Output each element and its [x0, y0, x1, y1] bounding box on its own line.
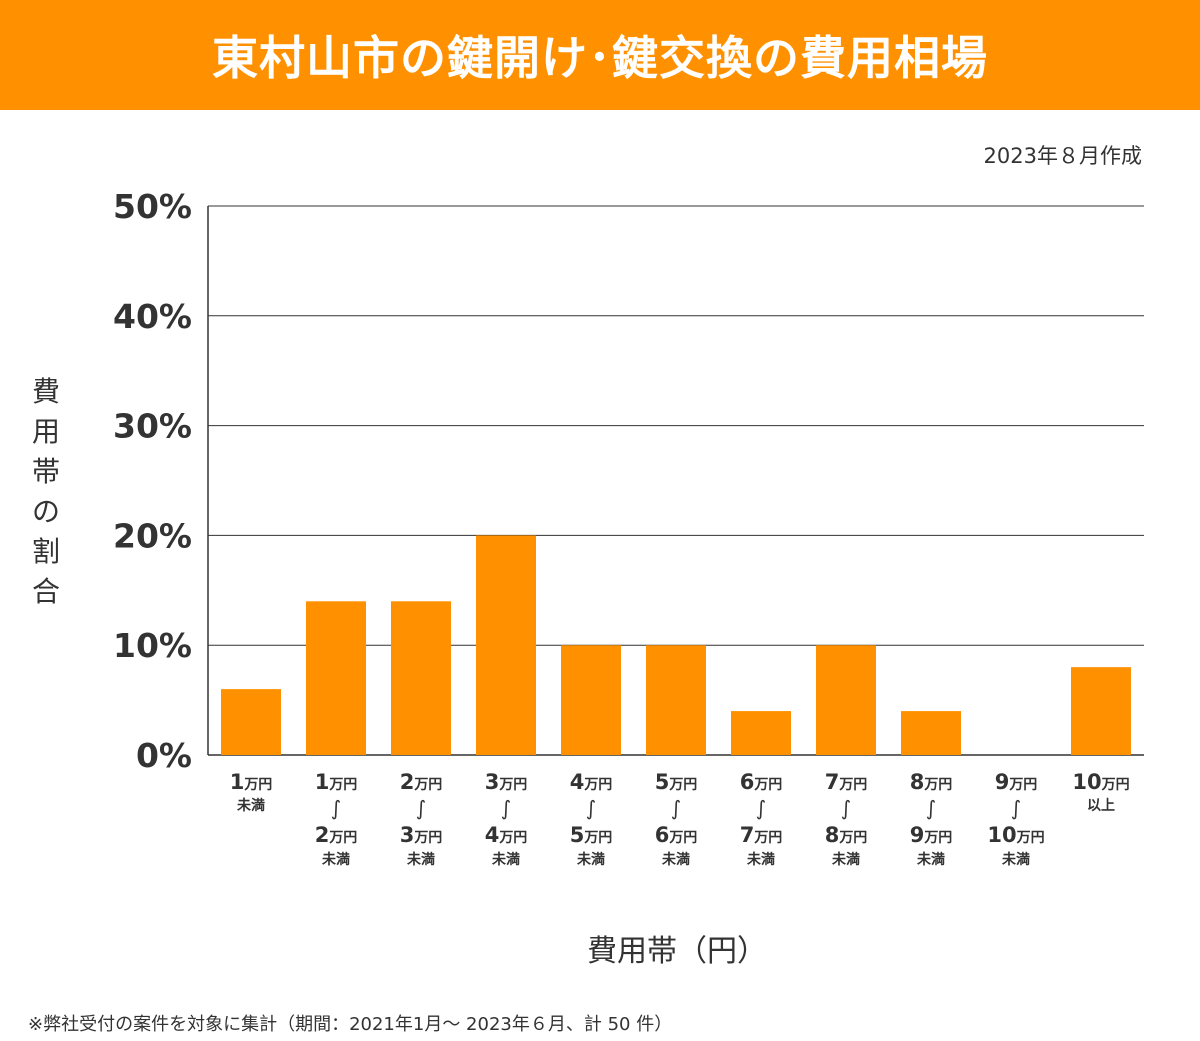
bars	[221, 535, 1131, 755]
bar	[731, 711, 791, 755]
x-tick-suffix: 以上	[1087, 798, 1115, 814]
x-tick-text: 8万円	[910, 770, 953, 794]
y-tick-label: 20%	[113, 516, 192, 555]
bar	[221, 689, 281, 755]
y-tick-label: 10%	[113, 626, 192, 665]
bar	[816, 645, 876, 755]
bar	[1071, 667, 1131, 755]
x-tick-suffix: 未満	[917, 851, 945, 868]
x-tick-text: 1万円	[315, 770, 358, 794]
y-axis-label: 費用帯の割合	[31, 375, 60, 608]
x-tick-text: 3万円	[485, 770, 528, 794]
created-date: 2023年８月作成	[983, 144, 1142, 168]
y-tick-labels: 0% 10% 20% 30% 40% 50%	[113, 187, 192, 775]
title-banner: 東村山市の鍵開け･鍵交換の費用相場	[0, 0, 1200, 110]
x-tick-tilde: ∫	[331, 796, 341, 820]
x-tick-tilde: ∫	[926, 796, 936, 820]
x-tick-text: 6万円	[740, 770, 783, 794]
x-tick-tilde: ∫	[671, 796, 681, 820]
bar	[646, 645, 706, 755]
x-tick-text: 10万円	[1072, 770, 1129, 794]
x-tick-suffix: 未満	[1002, 851, 1030, 868]
x-tick-text: 4万円	[485, 823, 528, 847]
x-tick-text: 5万円	[655, 770, 698, 794]
x-tick-suffix: 未満	[492, 851, 520, 868]
x-tick-suffix: 未満	[577, 851, 605, 868]
x-tick-text: 7万円	[740, 823, 783, 847]
x-tick-suffix: 未満	[832, 851, 860, 868]
y-tick-label: 50%	[113, 187, 192, 226]
x-tick-tilde: ∫	[586, 796, 596, 820]
x-tick-text: 9万円	[910, 823, 953, 847]
bar	[476, 535, 536, 755]
x-tick-tilde: ∫	[756, 796, 766, 820]
x-tick-text: 2万円	[400, 770, 443, 794]
bar	[391, 601, 451, 755]
page-title: 東村山市の鍵開け･鍵交換の費用相場	[212, 31, 988, 85]
footnote: ※弊社受付の案件を対象に集計（期間：2021年1月～ 2023年６月、計 50 …	[28, 1014, 673, 1035]
x-tick-text: 3万円	[400, 823, 443, 847]
x-tick-text: 2万円	[315, 823, 358, 847]
y-tick-label: 30%	[113, 407, 192, 446]
x-tick-tilde: ∫	[501, 796, 511, 820]
x-tick-text: 5万円	[570, 823, 613, 847]
x-tick-text: 4万円	[570, 770, 613, 794]
x-tick-suffix: 未満	[747, 851, 775, 868]
x-tick-labels: 1万円未満1万円∫2万円未満2万円∫3万円未満3万円∫4万円未満4万円∫5万円未…	[230, 770, 1130, 868]
x-tick-tilde: ∫	[1011, 796, 1021, 820]
x-tick-text: 7万円	[825, 770, 868, 794]
x-tick-tilde: ∫	[416, 796, 426, 820]
bar	[561, 645, 621, 755]
x-tick-text: 1万円	[230, 770, 273, 794]
x-tick-text: 6万円	[655, 823, 698, 847]
y-tick-label: 40%	[113, 297, 192, 336]
y-tick-label: 0%	[136, 736, 192, 775]
x-tick-suffix: 未満	[322, 851, 350, 868]
x-axis-label: 費用帯（円）	[587, 934, 767, 969]
x-tick-suffix: 未満	[407, 851, 435, 868]
x-tick-tilde: ∫	[841, 796, 851, 820]
bar	[901, 711, 961, 755]
x-tick-suffix: 未満	[237, 797, 265, 814]
x-tick-text: 9万円	[995, 770, 1038, 794]
x-tick-suffix: 未満	[662, 851, 690, 868]
bar	[306, 601, 366, 755]
x-tick-text: 8万円	[825, 823, 868, 847]
x-tick-text: 10万円	[987, 823, 1044, 847]
